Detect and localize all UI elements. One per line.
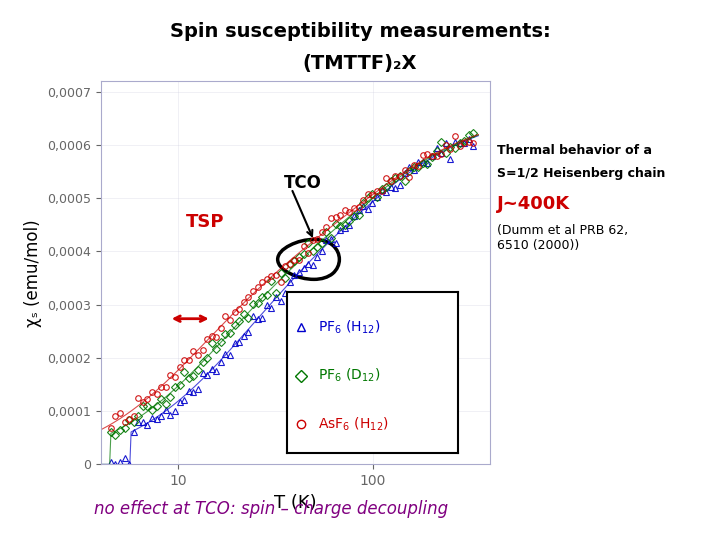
Text: (Dumm et al PRB 62,
6510 (2000)): (Dumm et al PRB 62, 6510 (2000)) — [498, 224, 629, 252]
Text: J~400K: J~400K — [498, 195, 570, 213]
X-axis label: T (K): T (K) — [274, 494, 317, 512]
Text: TCO: TCO — [284, 174, 321, 192]
Text: S=1/2 Heisenberg chain: S=1/2 Heisenberg chain — [498, 166, 666, 179]
Text: TSP: TSP — [186, 213, 225, 231]
Y-axis label: χₛ (emu/mol): χₛ (emu/mol) — [24, 219, 42, 327]
Text: (TMTTF)₂X: (TMTTF)₂X — [302, 54, 418, 73]
Text: Thermal behavior of a: Thermal behavior of a — [498, 144, 652, 157]
Text: Spin susceptibility measurements:: Spin susceptibility measurements: — [170, 22, 550, 40]
Text: no effect at TCO: spin – charge decoupling: no effect at TCO: spin – charge decoupli… — [94, 501, 448, 518]
